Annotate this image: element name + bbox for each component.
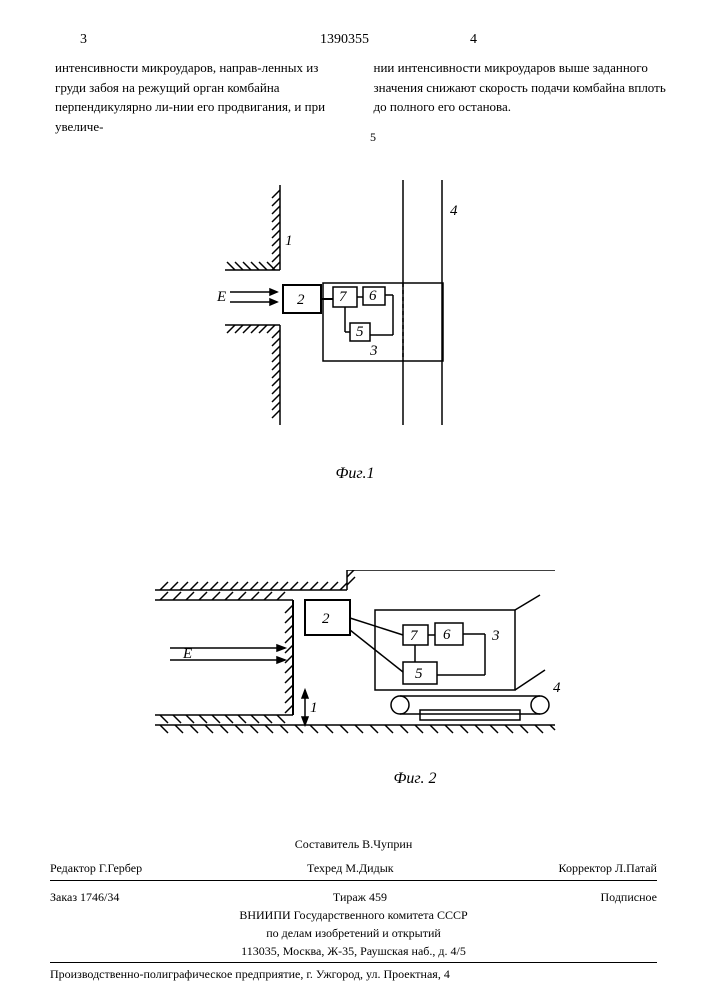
fig2-label-5: 5 (415, 666, 423, 682)
org-line-1: ВНИИПИ Государственного комитета СССР (50, 906, 657, 924)
left-column-text: интенсивности микроударов, направ-ленных… (55, 58, 349, 136)
fig1-label-6: 6 (369, 288, 377, 304)
compiler-line: Составитель В.Чуприн (50, 835, 657, 853)
imprint-block: Составитель В.Чуприн Редактор Г.Гербер Т… (50, 835, 657, 960)
tirazh: Тираж 459 (333, 888, 387, 906)
right-column-text: нии интенсивности микроударов выше задан… (374, 58, 668, 136)
fig2-label-6: 6 (443, 627, 451, 643)
document-number: 1390355 (320, 32, 369, 48)
fig1-label-4: 4 (450, 203, 458, 219)
figure-1: E 1 2 3 4 5 6 7 Фиг.1 (215, 175, 495, 483)
page-number-right: 4 (470, 32, 477, 48)
body-columns: интенсивности микроударов, направ-ленных… (55, 58, 667, 136)
techred: Техред М.Дидык (307, 859, 394, 877)
fig2-label-3: 3 (491, 628, 500, 644)
fig1-label-E: E (216, 289, 226, 305)
figure-2: E 1 2 3 4 5 6 7 Фиг. 2 (145, 570, 565, 788)
fig1-label-2: 2 (297, 292, 305, 308)
fig1-label-5: 5 (356, 324, 364, 340)
fig1-label-3: 3 (369, 343, 378, 359)
page-number-left: 3 (80, 32, 87, 48)
editor: Редактор Г.Гербер (50, 859, 142, 877)
fig2-label-7: 7 (410, 628, 419, 644)
figure-2-caption: Фиг. 2 (265, 770, 565, 788)
fig2-label-E: E (182, 646, 192, 662)
line-number-marker: 5 (370, 130, 376, 145)
fig1-label-7: 7 (339, 289, 348, 305)
org-line-2: по делам изобретений и открытий (50, 924, 657, 942)
footer-printer-line: Производственно-полиграфическое предприя… (50, 962, 657, 982)
fig1-label-1: 1 (285, 233, 293, 249)
subscription: Подписное (601, 888, 658, 906)
fig2-label-2: 2 (322, 611, 330, 627)
figure-1-caption: Фиг.1 (215, 465, 495, 483)
org-address: 113035, Москва, Ж-35, Раушская наб., д. … (50, 942, 657, 960)
fig2-label-4: 4 (553, 680, 561, 696)
corrector: Корректор Л.Патай (559, 859, 657, 877)
order-no: Заказ 1746/34 (50, 888, 119, 906)
fig2-label-1: 1 (310, 700, 318, 716)
